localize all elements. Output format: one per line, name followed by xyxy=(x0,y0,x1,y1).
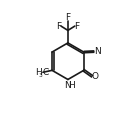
Text: N: N xyxy=(64,81,71,90)
Text: H: H xyxy=(68,81,75,90)
Text: F: F xyxy=(75,22,80,31)
Text: N: N xyxy=(94,47,100,56)
Text: O: O xyxy=(92,72,99,81)
Text: F: F xyxy=(56,22,61,31)
Text: F: F xyxy=(65,13,70,22)
Text: H: H xyxy=(35,68,42,77)
Text: 3: 3 xyxy=(38,73,42,78)
Text: C: C xyxy=(42,68,49,77)
